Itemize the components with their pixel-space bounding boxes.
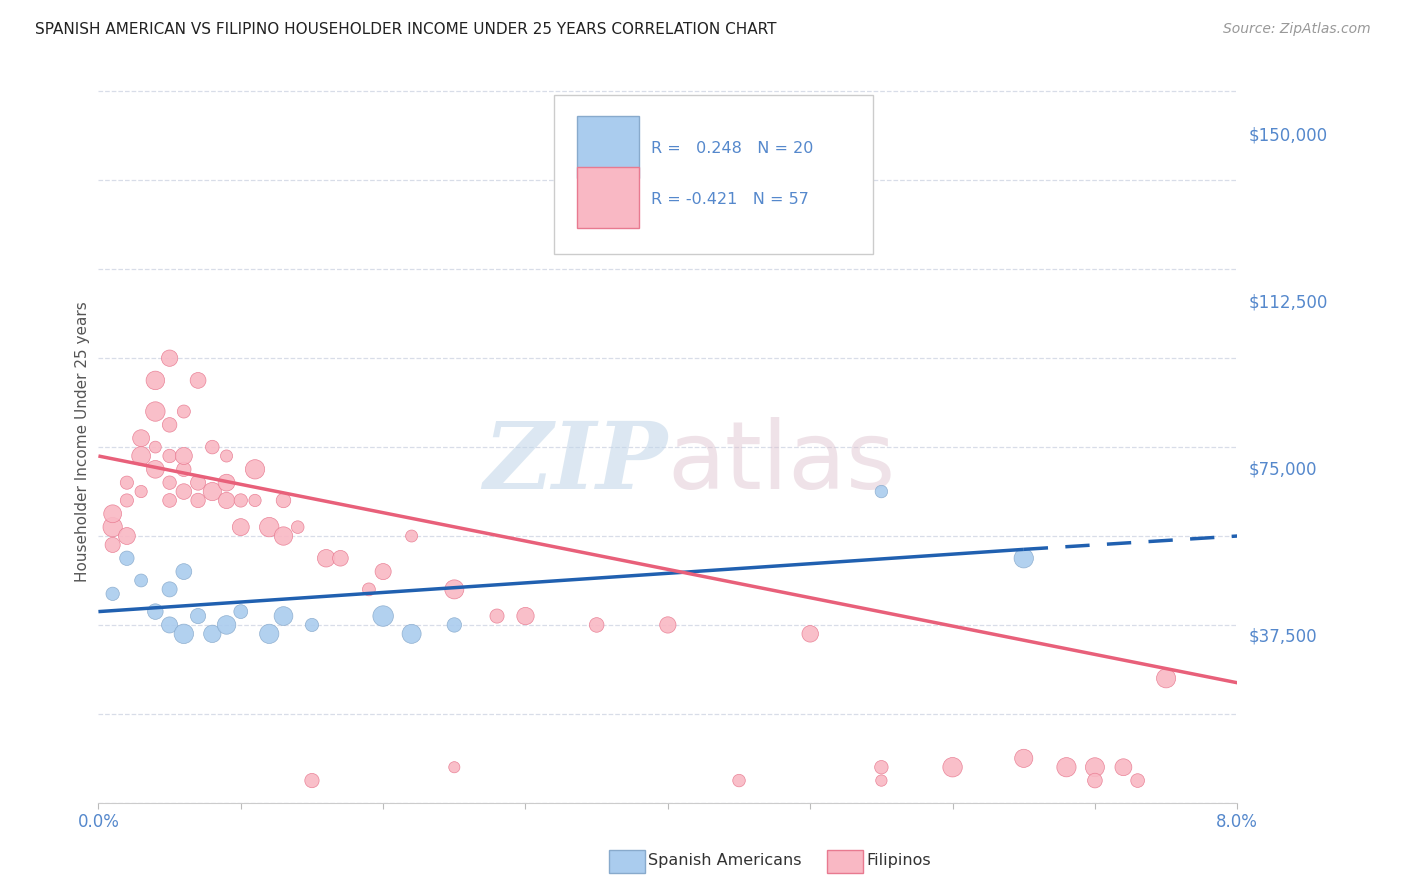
Point <box>329 551 352 566</box>
Point <box>657 618 679 632</box>
Point <box>215 618 238 632</box>
Point <box>315 551 337 566</box>
Point <box>159 449 181 463</box>
Point <box>115 529 138 543</box>
Point <box>101 507 124 521</box>
Point <box>1084 760 1107 774</box>
Point <box>273 529 295 543</box>
Point <box>585 618 607 632</box>
Point <box>799 627 821 641</box>
Point <box>129 449 152 463</box>
Point <box>145 605 167 619</box>
Point <box>1112 760 1135 774</box>
Point <box>129 574 152 588</box>
Point <box>187 475 209 490</box>
Point <box>215 493 238 508</box>
Point <box>159 582 181 597</box>
Point <box>515 609 537 624</box>
Point <box>187 609 209 624</box>
Point <box>401 529 423 543</box>
Point <box>145 462 167 476</box>
Point <box>173 404 195 418</box>
Point <box>201 440 224 454</box>
Point <box>201 627 224 641</box>
Point <box>1084 773 1107 788</box>
Point <box>145 440 167 454</box>
Point <box>401 627 423 641</box>
Point <box>129 431 152 445</box>
Text: atlas: atlas <box>668 417 896 509</box>
Text: $112,500: $112,500 <box>1249 293 1327 311</box>
Point <box>229 605 252 619</box>
Point <box>159 475 181 490</box>
Point <box>728 773 751 788</box>
Point <box>870 773 893 788</box>
Text: $150,000: $150,000 <box>1249 127 1327 145</box>
Point <box>215 449 238 463</box>
Point <box>101 520 124 534</box>
Text: Source: ZipAtlas.com: Source: ZipAtlas.com <box>1223 22 1371 37</box>
Point <box>1012 551 1035 566</box>
Point <box>259 520 281 534</box>
Point <box>173 449 195 463</box>
FancyBboxPatch shape <box>576 167 640 228</box>
Point <box>1126 773 1149 788</box>
Point <box>173 627 195 641</box>
Point <box>159 493 181 508</box>
Y-axis label: Householder Income Under 25 years: Householder Income Under 25 years <box>75 301 90 582</box>
Point <box>301 618 323 632</box>
Point <box>243 462 266 476</box>
Point <box>187 373 209 387</box>
Point <box>870 760 893 774</box>
Point <box>101 538 124 552</box>
Text: Filipinos: Filipinos <box>866 854 931 868</box>
Point <box>145 373 167 387</box>
Text: ZIP: ZIP <box>484 418 668 508</box>
Point <box>942 760 965 774</box>
Point <box>101 587 124 601</box>
Point <box>259 627 281 641</box>
Point <box>173 565 195 579</box>
Point <box>159 417 181 432</box>
Point <box>287 520 309 534</box>
FancyBboxPatch shape <box>554 95 873 253</box>
Point <box>243 493 266 508</box>
Point <box>115 551 138 566</box>
Point <box>1154 671 1177 685</box>
Point <box>273 609 295 624</box>
Point <box>371 565 394 579</box>
Point <box>215 475 238 490</box>
Point <box>443 582 465 597</box>
Point <box>115 475 138 490</box>
Point <box>1012 751 1035 765</box>
Text: Spanish Americans: Spanish Americans <box>648 854 801 868</box>
Point <box>159 618 181 632</box>
Point <box>115 493 138 508</box>
Point <box>145 404 167 418</box>
Point <box>187 493 209 508</box>
Point <box>371 609 394 624</box>
Text: SPANISH AMERICAN VS FILIPINO HOUSEHOLDER INCOME UNDER 25 YEARS CORRELATION CHART: SPANISH AMERICAN VS FILIPINO HOUSEHOLDER… <box>35 22 776 37</box>
Point <box>173 484 195 499</box>
Point <box>870 484 893 499</box>
FancyBboxPatch shape <box>576 117 640 178</box>
Point <box>301 773 323 788</box>
Point <box>129 484 152 499</box>
Text: R =   0.248   N = 20: R = 0.248 N = 20 <box>651 142 813 156</box>
Point <box>357 582 380 597</box>
Point <box>201 484 224 499</box>
Point <box>273 493 295 508</box>
Text: $37,500: $37,500 <box>1249 627 1317 645</box>
Point <box>173 462 195 476</box>
Point <box>443 618 465 632</box>
Text: $75,000: $75,000 <box>1249 460 1317 478</box>
Point <box>443 760 465 774</box>
Point <box>229 520 252 534</box>
Point <box>159 351 181 366</box>
Text: R = -0.421   N = 57: R = -0.421 N = 57 <box>651 192 808 207</box>
Point <box>229 493 252 508</box>
Point <box>1056 760 1078 774</box>
Point <box>486 609 509 624</box>
